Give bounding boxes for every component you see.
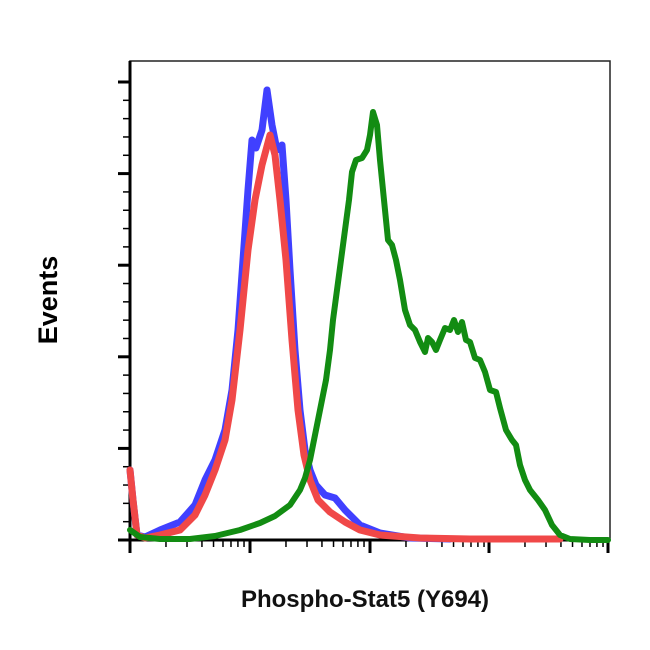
stimulated-green-curve (127, 109, 611, 543)
histogram-series (126, 86, 611, 543)
control-blue-curve (126, 86, 454, 543)
y-axis-label: Events (33, 255, 63, 345)
x-axis-label: Phospho-Stat5 (Y694) (240, 586, 490, 613)
control-red-curve (126, 131, 564, 543)
